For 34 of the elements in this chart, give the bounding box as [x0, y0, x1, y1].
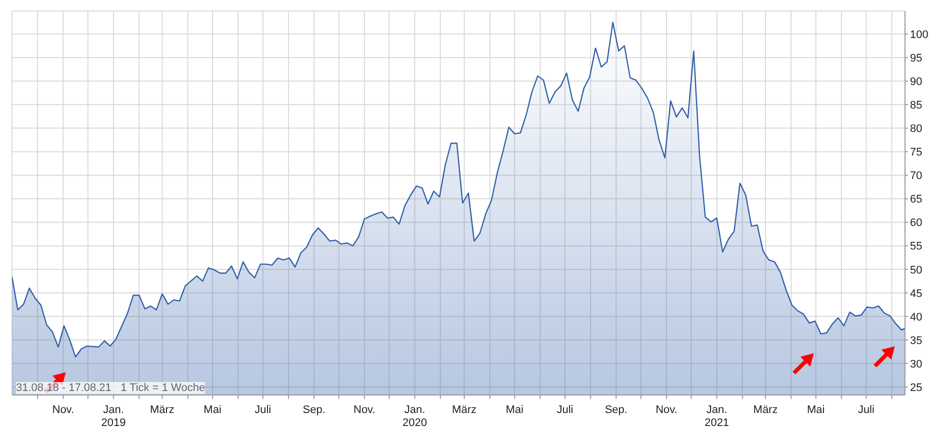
- x-tick-label: Mai: [807, 404, 825, 416]
- x-tick-label: Nov.: [354, 404, 376, 416]
- x-tick-label: Jan. 2021: [704, 404, 730, 429]
- y-tick-label: 85: [910, 100, 922, 112]
- x-tick-label: Mai: [204, 404, 222, 416]
- y-tick-label: 45: [910, 288, 922, 300]
- y-tick-label: 95: [910, 52, 922, 64]
- y-tick-label: 55: [910, 240, 922, 253]
- x-tick-label: Sep.: [604, 404, 628, 416]
- y-tick-label: 75: [910, 146, 922, 159]
- x-tick-label: Juli: [556, 404, 574, 416]
- x-tick-label: März: [753, 404, 778, 416]
- x-tick-label: Jan. 2020: [402, 404, 427, 429]
- x-tick-label: Juli: [858, 404, 874, 416]
- x-tick-label: März: [150, 404, 174, 416]
- y-tick-label: 40: [910, 311, 922, 324]
- x-tick-label: Mai: [506, 404, 524, 416]
- annotation: 31.08.18 - 17.08.21 1 Tick = 1 Woche: [16, 382, 206, 394]
- y-tick-label: 25: [910, 382, 922, 394]
- x-tick-label: Nov.: [52, 404, 74, 416]
- y-tick-label: 100: [910, 28, 928, 41]
- y-tick-label: 35: [910, 334, 922, 347]
- x-tick-label: Juli: [254, 404, 272, 416]
- x-tick-label: Jan. 2019: [101, 404, 126, 429]
- x-tick-label: März: [452, 404, 477, 416]
- y-tick-label: 50: [910, 264, 922, 276]
- y-tick-label: 60: [910, 217, 922, 230]
- y-tick-label: 80: [910, 123, 922, 136]
- x-tick-label: Nov.: [656, 404, 678, 416]
- y-tick-label: 70: [910, 170, 922, 182]
- y-tick-label: 90: [910, 76, 922, 88]
- x-tick-label: Sep.: [302, 404, 326, 416]
- y-tick-label: 30: [910, 358, 922, 370]
- y-tick-label: 65: [910, 194, 922, 206]
